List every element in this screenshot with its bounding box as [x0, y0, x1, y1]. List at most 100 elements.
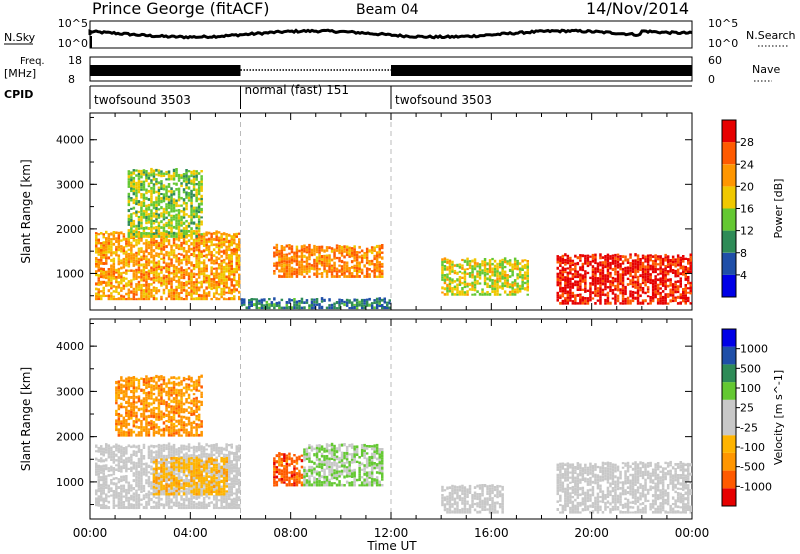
velocity-echo-cell [142, 494, 146, 497]
power-echo-cell [288, 260, 291, 264]
power-echo-cell [300, 248, 304, 252]
velocity-echo-cell [225, 448, 228, 452]
power-echo-cell [320, 264, 324, 267]
velocity-echo-cell [137, 488, 141, 491]
velocity-echo-cell [185, 474, 188, 477]
power-echo-cell [559, 259, 562, 262]
power-echo-cell [215, 289, 218, 292]
power-echo-cell [210, 287, 213, 291]
power-echo-cell [649, 275, 652, 279]
velocity-echo-cell [150, 484, 153, 488]
power-echo-cell [135, 235, 138, 238]
velocity-echo-cell [152, 384, 156, 388]
power-echo-cell [185, 256, 188, 259]
power-echo-cell [644, 278, 647, 282]
power-echo-cell [147, 264, 151, 267]
power-echo-cell [463, 293, 467, 296]
velocity-echo-cell [192, 485, 196, 489]
power-echo-cell [243, 301, 246, 304]
power-echo-cell [152, 249, 156, 253]
power-echo-cell [496, 267, 499, 271]
power-echo-cell [631, 275, 635, 279]
velocity-echo-cell [145, 496, 148, 499]
power-echo-cell [310, 304, 314, 307]
power-echo-cell [175, 288, 178, 292]
velocity-echo-cell [177, 463, 181, 466]
power-echo-cell [290, 255, 294, 259]
velocity-echo-cell [170, 486, 173, 490]
power-echo-cell [671, 269, 675, 272]
power-echo-cell [360, 298, 364, 303]
velocity-echo-cell [175, 448, 178, 451]
power-echo-cell [140, 294, 143, 297]
power-echo-cell [107, 297, 111, 301]
power-echo-cell [185, 182, 188, 187]
power-echo-cell [192, 246, 196, 250]
power-echo-cell [175, 291, 178, 295]
power-echo-cell [599, 261, 602, 264]
power-echo-cell [676, 288, 680, 291]
power-echo-cell [182, 284, 186, 287]
power-echo-cell [446, 292, 449, 296]
velocity-echo-cell [135, 473, 138, 476]
power-echo-cell [192, 238, 196, 242]
velocity-echo-cell [222, 479, 226, 482]
freq-band-2 [391, 65, 692, 76]
power-echo-cell [170, 196, 173, 200]
power-echo-cell [180, 176, 183, 179]
power-echo-cell [155, 178, 158, 181]
power-echo-cell [122, 237, 126, 241]
power-echo-cell [654, 277, 657, 281]
power-echo-cell [278, 269, 281, 273]
velocity-echo-cell [147, 475, 151, 479]
velocity-echo-cell [112, 493, 116, 497]
velocity-echo-cell [195, 456, 198, 460]
velocity-echo-cell [115, 453, 118, 457]
power-echo-cell [323, 267, 326, 271]
velocity-echo-cell [137, 395, 141, 398]
power-echo-cell [152, 185, 156, 188]
power-echo-cell [140, 212, 143, 216]
velocity-echo-cell [160, 449, 163, 452]
velocity-echo-cell [137, 502, 141, 507]
power-echo-cell [142, 268, 146, 272]
velocity-echo-cell [155, 407, 158, 410]
power-echo-cell [225, 262, 228, 266]
power-echo-cell [127, 241, 131, 244]
velocity-echo-cell [100, 506, 103, 509]
velocity-echo-cell [187, 506, 191, 509]
velocity-echo-cell [202, 483, 206, 487]
power-echo-cell [601, 269, 605, 272]
velocity-echo-cell [197, 493, 201, 496]
velocity-echo-cell [155, 374, 158, 379]
velocity-echo-cell [185, 504, 188, 507]
power-echo-cell [160, 271, 163, 274]
power-echo-cell [666, 293, 670, 296]
velocity-echo-cell [202, 489, 206, 493]
power-echo-cell [117, 234, 121, 237]
power-echo-cell [200, 216, 203, 219]
power-echo-cell [197, 289, 201, 292]
power-echo-cell [195, 248, 198, 252]
velocity-echo-cell [225, 495, 228, 498]
power-echo-cell [230, 260, 233, 263]
velocity-echo-cell [115, 459, 118, 462]
velocity-echo-cell [207, 444, 211, 448]
power-echo-cell [132, 182, 136, 186]
power-echo-cell [521, 287, 524, 290]
power-echo-cell [365, 258, 369, 262]
velocity-echo-cell [225, 491, 228, 496]
power-echo-cell [280, 249, 284, 252]
power-echo-cell [122, 297, 126, 301]
velocity-echo-cell [115, 409, 118, 413]
power-echo-cell [363, 304, 366, 307]
velocity-echo-cell [165, 500, 168, 503]
velocity-echo-cell [120, 501, 123, 505]
power-echo-cell [283, 248, 286, 252]
power-echo-cell [476, 282, 479, 285]
power-echo-cell [190, 198, 193, 202]
power-echo-cell [566, 293, 570, 297]
power-echo-cell [310, 300, 314, 304]
power-echo-cell [315, 259, 319, 263]
velocity-echo-cell [157, 407, 161, 411]
